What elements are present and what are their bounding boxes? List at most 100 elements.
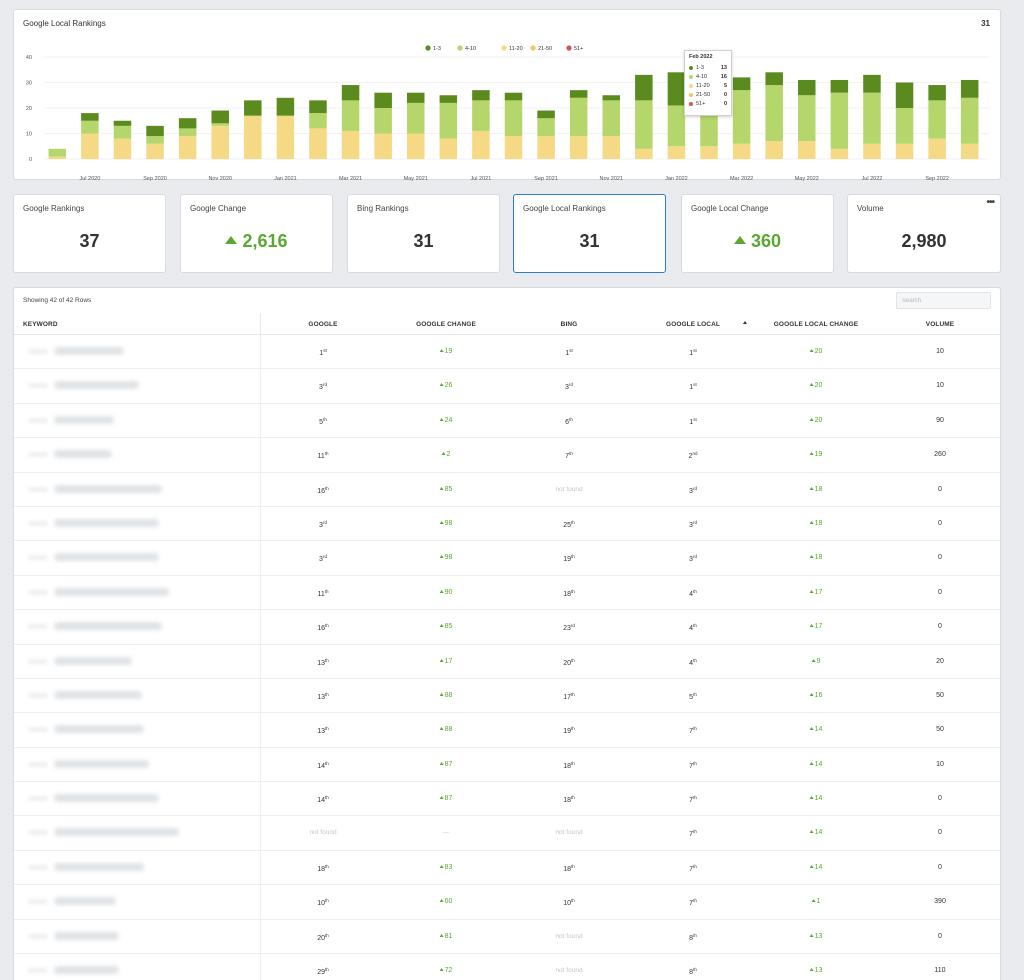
bar-segment-4-10[interactable] [863, 92, 881, 144]
bar-segment-1-3[interactable] [276, 97, 295, 116]
bar-segment-1-3[interactable] [81, 113, 99, 121]
bar-segment-11-20[interactable] [798, 141, 816, 159]
table-row[interactable]: 18th 83 18th 7th 14 0 [14, 850, 1000, 886]
bar-segment-4-10[interactable] [928, 100, 946, 139]
legend-item-1-3[interactable]: 1-3 [425, 45, 441, 52]
bar-segment-11-20[interactable] [602, 136, 621, 159]
bar-segment-11-20[interactable] [472, 130, 490, 159]
bar-segment-4-10[interactable] [798, 95, 816, 142]
bar-segment-4-10[interactable] [960, 97, 979, 144]
bar-segment-1-3[interactable] [341, 85, 360, 101]
table-row[interactable]: 11th 2 7th 2nd 19 260 [14, 438, 1000, 473]
table-row[interactable]: 16th 85 not found 3rd 18 0 [14, 472, 1000, 507]
bar-segment-1-3[interactable] [504, 92, 523, 101]
bar-segment-4-10[interactable] [667, 105, 686, 147]
bar-segment-11-20[interactable] [113, 138, 132, 159]
bar-segment-4-10[interactable] [472, 100, 490, 131]
bar-segment-11-20[interactable] [928, 138, 946, 159]
table-row[interactable]: 13th 88 19th 7th 14 50 [14, 713, 1000, 748]
bar-segment-4-10[interactable] [569, 97, 588, 137]
legend-item-51+[interactable]: 51+ [566, 45, 583, 52]
more-options-icon[interactable]: ••• [986, 197, 994, 208]
table-row[interactable]: 14th 87 18th 7th 14 0 [14, 782, 1000, 817]
table-row[interactable]: 13th 17 20th 4th 9 20 [14, 644, 1000, 679]
bar-segment-4-10[interactable] [309, 113, 327, 129]
bar-segment-11-20[interactable] [569, 136, 588, 159]
bar-segment-11-20[interactable] [765, 141, 783, 159]
bar-segment-11-20[interactable] [700, 146, 718, 159]
bar-segment-1-3[interactable] [960, 79, 979, 98]
bar-segment-1-3[interactable] [602, 95, 621, 101]
table-row[interactable]: 13th 88 17th 5th 16 50 [14, 678, 1000, 714]
bar-segment-4-10[interactable] [895, 108, 914, 144]
bar-segment-11-20[interactable] [48, 156, 67, 159]
bar-segment-1-3[interactable] [863, 74, 881, 93]
bar-segment-4-10[interactable] [537, 118, 555, 137]
bar-segment-4-10[interactable] [732, 90, 751, 144]
bar-segment-4-10[interactable] [211, 123, 229, 126]
bar-segment-1-3[interactable] [178, 118, 197, 129]
table-row[interactable]: not found — not found 7th 14 0 [14, 816, 1000, 851]
bar-segment-4-10[interactable] [146, 136, 164, 144]
bar-segment-4-10[interactable] [374, 108, 392, 134]
stat-card-volume[interactable]: Volume 2,980 ••• [847, 194, 1001, 273]
bar-segment-1-3[interactable] [732, 77, 751, 91]
bar-segment-4-10[interactable] [406, 102, 425, 134]
stat-card-google-rankings[interactable]: Google Rankings 37 [13, 194, 166, 273]
bar-segment-11-20[interactable] [178, 136, 197, 159]
bar-segment-11-20[interactable] [537, 136, 555, 159]
legend-item-4-10[interactable]: 4-10 [457, 45, 476, 52]
bar-segment-11-20[interactable] [439, 138, 458, 159]
bar-segment-4-10[interactable] [113, 125, 132, 139]
bar-segment-11-20[interactable] [276, 115, 295, 159]
bar-segment-11-20[interactable] [341, 130, 360, 159]
bar-segment-1-3[interactable] [211, 110, 229, 124]
bar-segment-4-10[interactable] [178, 128, 197, 137]
bar-segment-4-10[interactable] [439, 102, 458, 139]
bar-segment-11-20[interactable] [374, 133, 392, 160]
bar-segment-1-3[interactable] [439, 95, 458, 103]
bar-segment-4-10[interactable] [48, 148, 67, 157]
bar-segment-4-10[interactable] [341, 100, 360, 131]
bar-segment-11-20[interactable] [146, 143, 164, 159]
bar-segment-4-10[interactable] [635, 100, 653, 149]
bar-segment-1-3[interactable] [374, 92, 392, 108]
bar-segment-1-3[interactable] [667, 72, 686, 106]
col-header-google-local[interactable]: GOOGLE LOCAL [666, 321, 720, 328]
bar-segment-11-20[interactable] [863, 143, 881, 159]
bar-segment-11-20[interactable] [667, 146, 686, 159]
bar-segment-1-3[interactable] [569, 90, 588, 98]
table-row[interactable]: 16th 85 23rd 4th 17 0 [14, 610, 1000, 645]
stacked-bar-chart[interactable]: 1-3 4-10 11-20 21-50 51+ 0 10 20 30 40 Jul 2020 Sep… [14, 10, 1002, 181]
table-row[interactable]: 3rd 26 3rd 1st 20 10 [14, 369, 1000, 404]
bar-segment-1-3[interactable] [309, 100, 327, 114]
bar-segment-4-10[interactable] [504, 100, 523, 137]
bar-segment-1-3[interactable] [537, 110, 555, 119]
stat-card-google-change[interactable]: Google Change 2,616 [180, 194, 333, 273]
bar-segment-11-20[interactable] [732, 143, 751, 159]
table-row[interactable]: 5th 24 6th 1st 20 90 [14, 403, 1000, 439]
col-header-google[interactable]: GOOGLE [308, 321, 338, 328]
bar-segment-1-3[interactable] [798, 79, 816, 96]
table-row[interactable]: 3rd 98 25th 3rd 18 0 [14, 506, 1000, 542]
bar-segment-1-3[interactable] [635, 74, 653, 101]
stat-card-google-local-rankings[interactable]: Google Local Rankings 31 [513, 194, 666, 273]
bar-segment-11-20[interactable] [504, 136, 523, 159]
bar-segment-1-3[interactable] [244, 100, 262, 116]
legend-item-11-20[interactable]: 11-20 [501, 45, 523, 52]
bar-segment-11-20[interactable] [830, 148, 849, 159]
bar-segment-1-3[interactable] [113, 120, 132, 126]
legend-item-21-50[interactable]: 21-50 [530, 45, 552, 52]
bar-segment-1-3[interactable] [895, 82, 914, 109]
sort-ascending-icon[interactable] [743, 321, 747, 324]
stat-card-google-local-change[interactable]: Google Local Change 360 [681, 194, 834, 273]
stat-card-bing-rankings[interactable]: Bing Rankings 31 [347, 194, 500, 273]
table-row[interactable]: 11th 90 18th 4th 17 0 [14, 575, 1000, 611]
table-row[interactable]: 10th 60 10th 7th 1 390 [14, 885, 1000, 920]
bar-segment-4-10[interactable] [602, 100, 621, 137]
col-header-bing[interactable]: BING [560, 321, 578, 328]
bar-segment-11-20[interactable] [309, 128, 327, 159]
col-header-volume[interactable]: VOLUME [925, 321, 955, 328]
bar-segment-11-20[interactable] [244, 115, 262, 159]
bar-segment-4-10[interactable] [765, 85, 783, 142]
